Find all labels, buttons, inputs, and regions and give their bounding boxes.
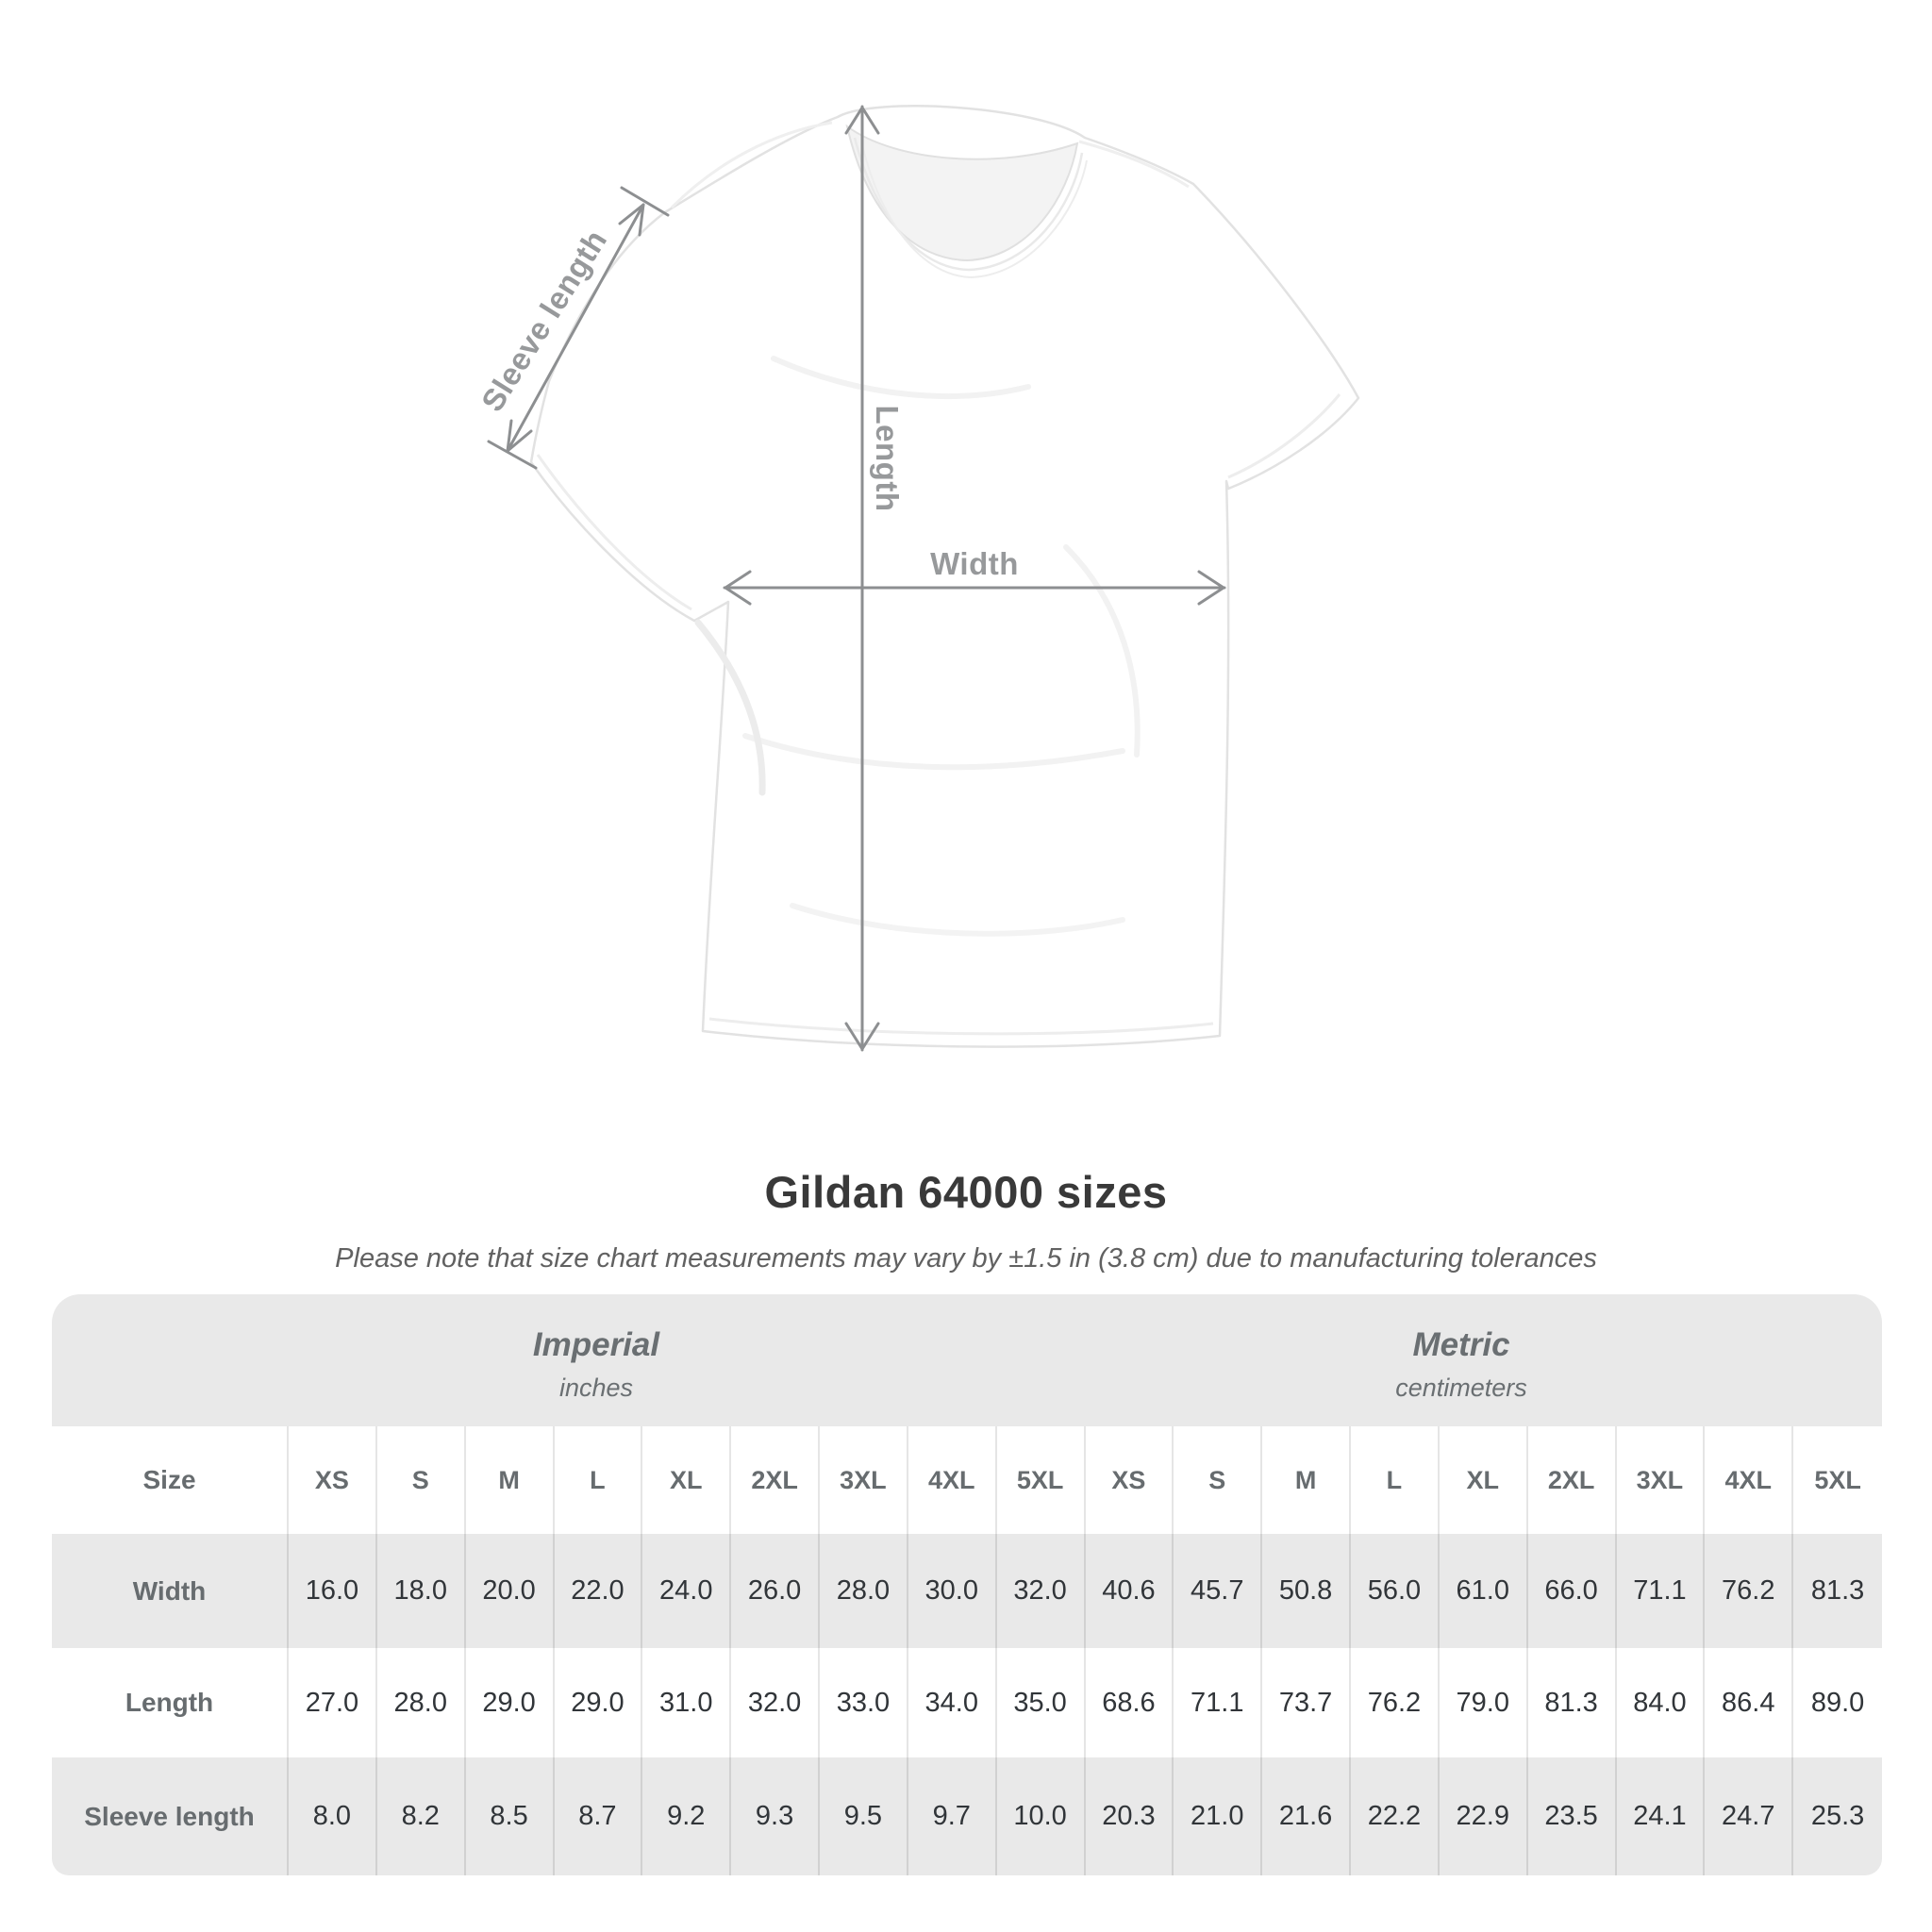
imperial-group-header: Imperial inches [52, 1294, 1099, 1426]
size-column-header: M [465, 1426, 555, 1534]
measurement-cell: 9.2 [642, 1757, 732, 1875]
measurement-cell: 8.0 [289, 1757, 377, 1875]
size-column-header: L [554, 1426, 643, 1534]
size-header-row: Size XS S M L XL 2XL 3XL 4XL 5XL XS S M L XL 2XL 3XL 4XL 5… [52, 1426, 1882, 1534]
size-column-header: 5XL [1793, 1426, 1882, 1534]
size-column-header: 2XL [731, 1426, 820, 1534]
measurement-cell: 40.6 [1086, 1534, 1174, 1648]
measurement-cell: 71.1 [1174, 1648, 1263, 1757]
size-column-header: XS [1085, 1426, 1174, 1534]
measurement-cell: 45.7 [1174, 1534, 1263, 1648]
size-grid: Size XS S M L XL 2XL 3XL 4XL 5XL XS S M L XL 2XL 3XL 4XL 5… [52, 1426, 1882, 1875]
measurement-cell: 24.1 [1617, 1757, 1706, 1875]
measurement-row-width: Width 16.0 18.0 20.0 22.0 24.0 26.0 28.0 30.0 32.… [52, 1534, 1882, 1648]
measurement-cell: 24.0 [642, 1534, 732, 1648]
measurement-cell: 29.0 [465, 1648, 555, 1757]
size-column-header: S [376, 1426, 466, 1534]
measurement-cell: 84.0 [1616, 1648, 1706, 1757]
size-column-header: XL [1439, 1426, 1528, 1534]
measurement-cell: 8.7 [555, 1757, 643, 1875]
measurement-cell: 56.0 [1351, 1534, 1440, 1648]
size-column-header: 4XL [908, 1426, 997, 1534]
measurement-cell: 27.0 [289, 1648, 377, 1757]
measurement-cell: 22.9 [1440, 1757, 1528, 1875]
measurement-cell: 21.0 [1174, 1757, 1263, 1875]
tshirt-diagram [487, 105, 1360, 1052]
measurement-cell: 50.8 [1262, 1534, 1351, 1648]
measurement-cell: 28.0 [376, 1648, 466, 1757]
size-column-header: XL [642, 1426, 732, 1534]
row-label: Length [52, 1648, 289, 1757]
measurement-cell: 71.1 [1617, 1534, 1706, 1648]
measurement-cell: 81.3 [1810, 1575, 1865, 1606]
width-arrow [723, 570, 1226, 606]
measurement-cell: 22.2 [1351, 1757, 1440, 1875]
measurement-cell: 34.0 [908, 1648, 997, 1757]
size-column-header: 2XL [1527, 1426, 1617, 1534]
measurement-cell: 9.3 [731, 1757, 820, 1875]
measurement-cell: 86.4 [1705, 1648, 1794, 1757]
page-title: Gildan 64000 sizes [764, 1167, 1168, 1217]
measurement-cell: 28.0 [820, 1534, 908, 1648]
row-label: Sleeve length [52, 1757, 289, 1875]
row-label: Width [52, 1534, 289, 1648]
imperial-group-name: Imperial [532, 1326, 660, 1363]
measurement-cell: 8.5 [466, 1757, 555, 1875]
imperial-group-unit: inches [558, 1374, 634, 1402]
measurement-cell: 66.0 [1528, 1534, 1617, 1648]
size-column-header: XS [289, 1426, 377, 1534]
measurement-cell: 20.3 [1086, 1757, 1174, 1875]
length-label: Length [870, 405, 905, 512]
measurement-cell: 32.0 [997, 1534, 1086, 1648]
metric-group-unit: centimeters [1395, 1374, 1527, 1402]
measurement-cell: 16.0 [289, 1534, 377, 1648]
size-column-header: 5XL [996, 1426, 1086, 1534]
measurement-cell: 21.6 [1262, 1757, 1351, 1875]
tshirt-illustration [529, 105, 1360, 1048]
size-column-header: L [1351, 1426, 1440, 1534]
width-label: Width [930, 546, 1019, 581]
measurement-cell: 61.0 [1440, 1534, 1528, 1648]
measurement-cell: 89.0 [1793, 1648, 1882, 1757]
measurement-cell: 26.0 [731, 1534, 820, 1648]
size-chart-table: Imperial inches Metric centimeters Size X… [52, 1294, 1882, 1875]
measurement-cell: 33.0 [820, 1648, 908, 1757]
measurement-cell: 29.0 [554, 1648, 643, 1757]
measurement-cell: 81.3 [1527, 1648, 1617, 1757]
measurement-cell: 10.0 [997, 1757, 1086, 1875]
dimension-lines [487, 105, 1226, 1052]
measurement-cell: 35.0 [996, 1648, 1086, 1757]
size-column-header: S [1174, 1426, 1263, 1534]
size-header-label: Size [52, 1426, 289, 1534]
measurement-cell: 73.7 [1262, 1648, 1351, 1757]
measurement-cell: 31.0 [642, 1648, 732, 1757]
metric-group-header: Metric centimeters [1099, 1294, 1882, 1426]
measurement-cell: 20.0 [466, 1534, 555, 1648]
size-column-header: 3XL [1616, 1426, 1706, 1534]
measurement-cell: 32.0 [731, 1648, 820, 1757]
measurement-cell: 30.0 [908, 1534, 997, 1648]
measurement-row-length: Length 27.0 28.0 29.0 29.0 31.0 32.0 33.0 34.0 35… [52, 1648, 1882, 1757]
size-column-header: 4XL [1705, 1426, 1794, 1534]
measurement-cell: 22.0 [555, 1534, 643, 1648]
tolerance-note: Please note that size chart measurements… [335, 1243, 1597, 1274]
measurement-row-sleeve-length: Sleeve length 8.0 8.2 8.5 8.7 9.2 9.3 9.5 9.7 10.… [52, 1757, 1882, 1875]
measurement-cell: 18.0 [377, 1534, 466, 1648]
measurement-cell: 79.0 [1439, 1648, 1528, 1757]
measurement-cell: 76.2 [1351, 1648, 1440, 1757]
measurement-cell: 9.5 [820, 1757, 908, 1875]
measurement-cell: 9.7 [908, 1757, 997, 1875]
measurement-cell: 68.6 [1085, 1648, 1174, 1757]
measurement-cell: 24.7 [1705, 1757, 1794, 1875]
measurement-cell: 8.2 [377, 1757, 466, 1875]
measurement-cell: 25.3 [1810, 1801, 1865, 1831]
length-arrow [844, 105, 880, 1052]
measurement-cell: 76.2 [1705, 1534, 1794, 1648]
metric-group-name: Metric [1412, 1326, 1510, 1363]
size-column-header: M [1262, 1426, 1351, 1534]
measurement-cell: 23.5 [1528, 1757, 1617, 1875]
sleeve-length-arrow [487, 186, 670, 470]
size-column-header: 3XL [820, 1426, 908, 1534]
